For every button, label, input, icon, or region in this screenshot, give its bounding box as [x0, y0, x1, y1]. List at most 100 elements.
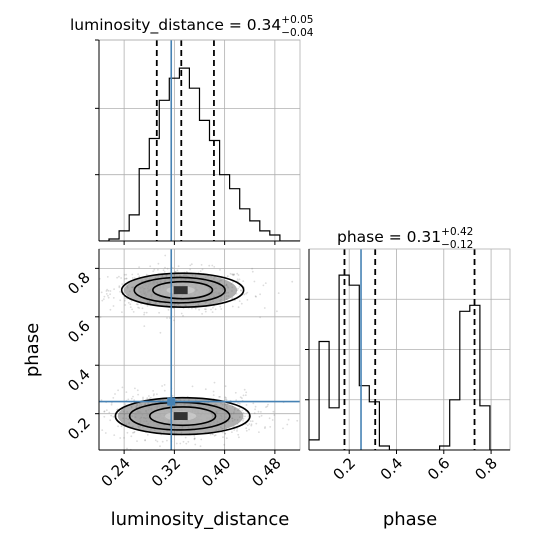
- x-tick-label-distance-3: 0.48: [248, 454, 284, 490]
- sample-point: [133, 399, 136, 402]
- sample-point: [212, 306, 214, 309]
- sample-point: [123, 437, 125, 439]
- sample-point: [162, 451, 164, 453]
- sample-point: [218, 396, 221, 398]
- sample-point: [212, 394, 215, 396]
- sample-point: [119, 299, 122, 302]
- sample-point: [105, 409, 108, 412]
- sample-point: [103, 410, 106, 413]
- sample-point: [253, 412, 256, 415]
- sample-point: [260, 414, 263, 417]
- sample-point: [251, 270, 254, 273]
- sample-point: [194, 307, 197, 310]
- sample-point: [179, 442, 182, 445]
- sample-point: [204, 310, 207, 313]
- sample-point: [193, 437, 196, 440]
- sample-point: [244, 394, 247, 397]
- sample-point: [224, 396, 227, 399]
- sample-point: [219, 269, 221, 271]
- sample-point: [210, 308, 212, 311]
- sample-point: [129, 306, 132, 308]
- sample-point: [231, 273, 234, 276]
- sample-point: [133, 277, 136, 279]
- sample-point: [116, 276, 118, 279]
- sample-point: [137, 303, 139, 306]
- sample-point: [291, 280, 294, 283]
- sample-point: [92, 414, 94, 416]
- sample-point: [127, 301, 130, 304]
- sample-point: [198, 308, 201, 311]
- sample-point: [167, 309, 170, 311]
- sample-point: [117, 389, 119, 392]
- sample-point: [248, 428, 251, 431]
- sample-point: [123, 273, 126, 276]
- sample-point: [130, 435, 133, 438]
- density-core-0: [173, 286, 188, 295]
- sample-point: [173, 319, 175, 322]
- sample-point: [145, 311, 148, 314]
- sample-point: [191, 307, 193, 310]
- sample-point: [104, 432, 107, 434]
- sample-point: [237, 402, 240, 404]
- sample-point: [277, 292, 280, 294]
- sample-point: [222, 436, 224, 438]
- sample-point: [132, 431, 134, 434]
- sample-point: [106, 276, 109, 278]
- sample-point: [110, 414, 113, 417]
- sample-point: [86, 299, 88, 301]
- histogram-step-phase: [309, 274, 510, 450]
- sample-point: [124, 297, 127, 300]
- sample-point: [159, 331, 162, 334]
- tick-labels: 0.24 0.32 0.40 0.48 0.2 0.4 0.6 0.8 0.2 0.4 0.6 0.8: [64, 269, 501, 491]
- sample-point: [242, 411, 245, 414]
- sample-point: [106, 288, 108, 291]
- sample-point: [166, 317, 168, 319]
- sample-point: [95, 410, 97, 412]
- sample-point: [164, 266, 166, 269]
- sample-point: [132, 395, 134, 398]
- sample-point: [244, 415, 246, 418]
- sample-point: [110, 403, 113, 406]
- sample-point: [245, 427, 248, 430]
- sample-point: [121, 386, 124, 389]
- sample-point: [129, 303, 132, 306]
- truth-crosshair: [99, 249, 300, 450]
- sample-point: [121, 283, 124, 285]
- sample-point: [239, 396, 242, 399]
- sample-point: [238, 436, 240, 439]
- sample-point: [119, 437, 122, 439]
- sample-point: [212, 433, 214, 436]
- sample-point: [185, 442, 188, 445]
- sample-point: [162, 269, 165, 272]
- sample-point: [249, 420, 252, 422]
- sample-point: [224, 432, 227, 435]
- panel-joint-distribution: [86, 248, 301, 454]
- sample-point: [124, 304, 127, 306]
- sample-point: [109, 419, 112, 422]
- sample-point: [136, 440, 138, 442]
- contours-joint: [114, 272, 251, 436]
- sample-point: [213, 266, 216, 268]
- sample-point: [245, 404, 248, 406]
- sample-point: [231, 305, 234, 308]
- sample-point: [193, 435, 196, 437]
- sample-point: [238, 402, 241, 405]
- sample-point: [191, 385, 194, 388]
- sample-point: [144, 439, 147, 441]
- sample-point: [176, 269, 179, 272]
- sample-point: [149, 265, 152, 268]
- sample-point: [100, 291, 103, 294]
- sample-point: [180, 312, 183, 315]
- sample-point: [107, 289, 110, 292]
- sample-point: [131, 308, 134, 311]
- sample-point: [276, 310, 278, 313]
- y-tick-label-phase-2: 0.6: [64, 317, 94, 347]
- sample-point: [213, 434, 216, 437]
- sample-point: [136, 389, 139, 392]
- sample-point: [273, 414, 276, 416]
- sample-point: [245, 292, 248, 295]
- sample-point: [211, 311, 214, 313]
- sample-point: [131, 277, 134, 279]
- grid-phase-marginal: [309, 249, 510, 450]
- sample-point: [237, 280, 239, 282]
